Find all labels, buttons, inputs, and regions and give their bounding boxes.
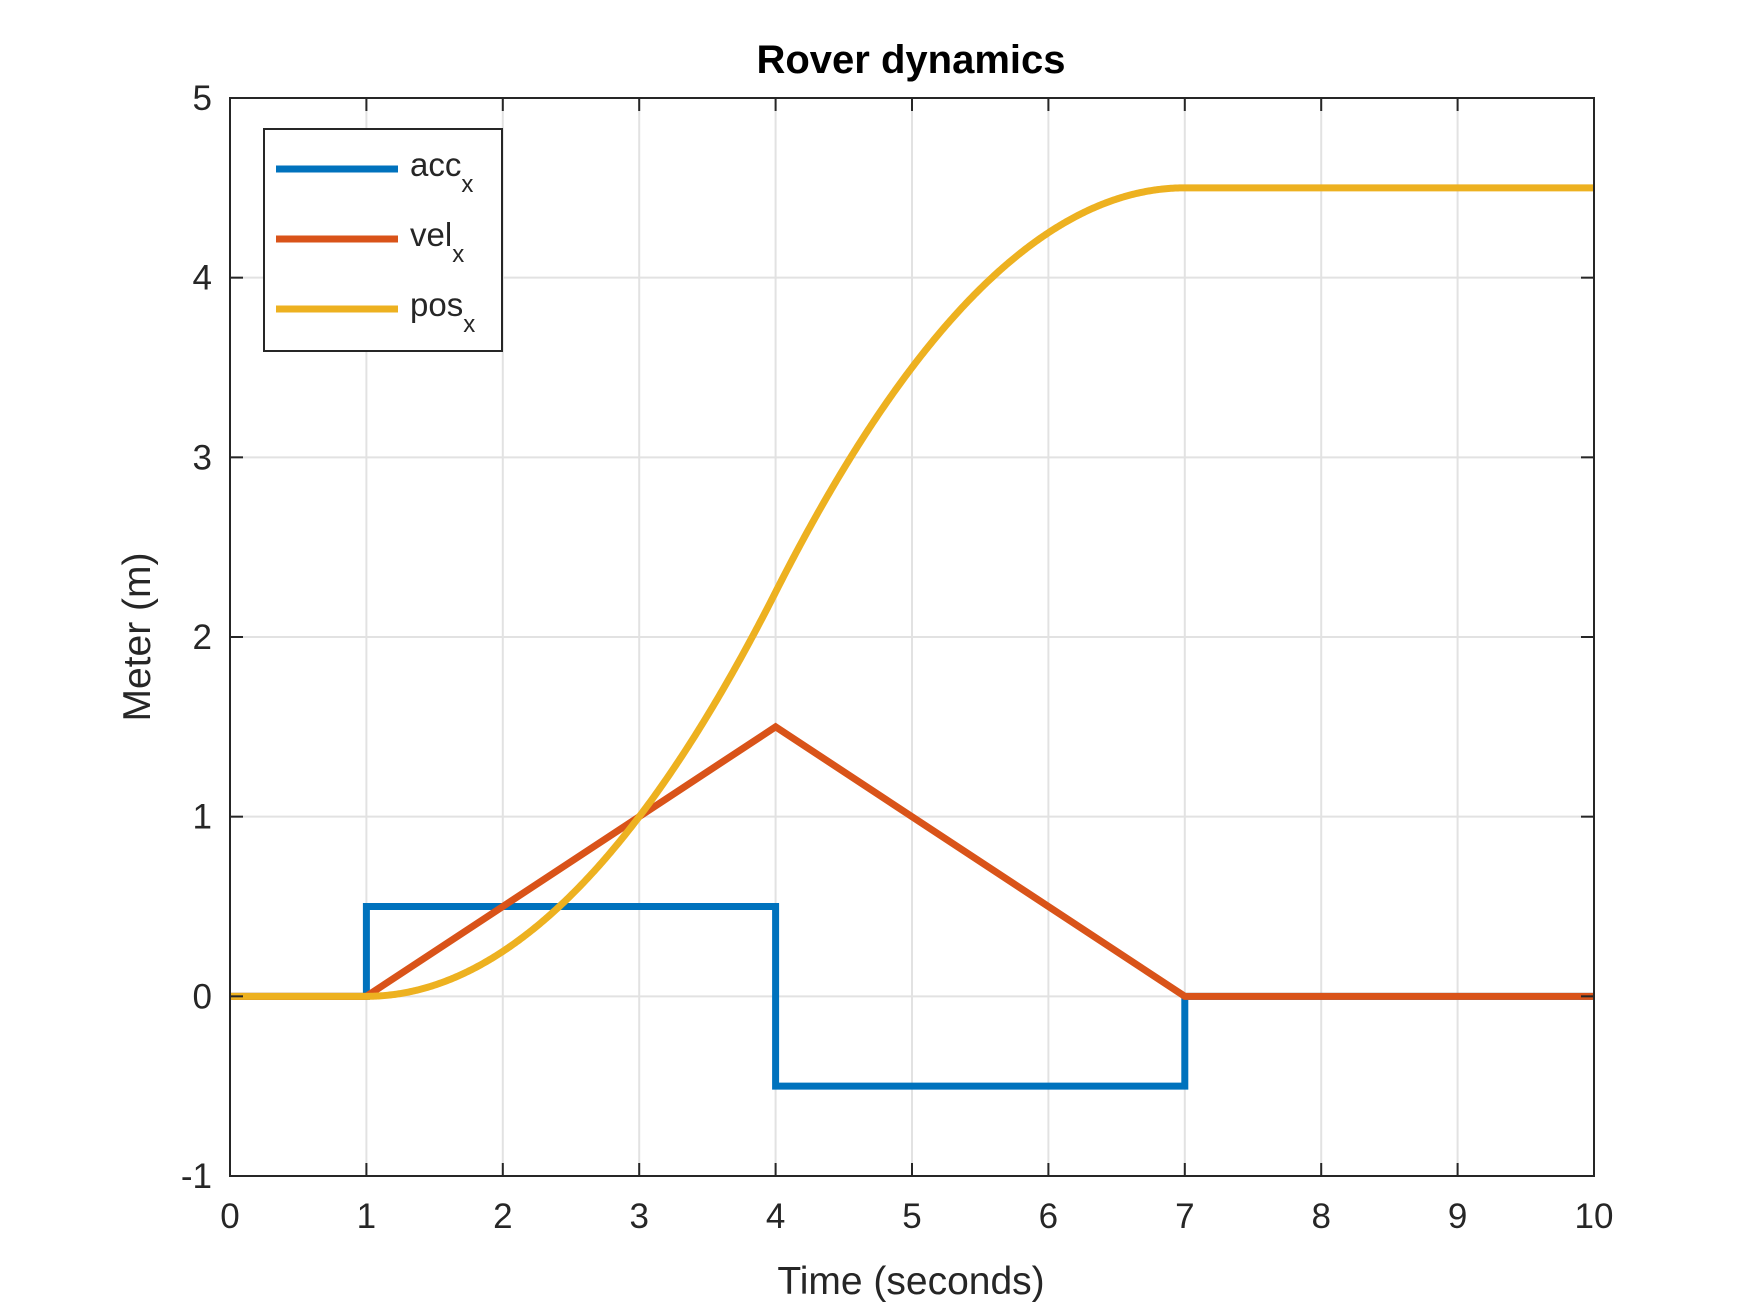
legend-entry-acc: accx <box>410 146 473 198</box>
x-tick-label: 10 <box>1575 1197 1614 1236</box>
legend-entry-vel: velx <box>410 216 464 268</box>
x-tick-label: 6 <box>1039 1197 1058 1236</box>
series-line-acc <box>230 903 1594 1090</box>
legend-label: acc <box>410 146 461 183</box>
y-tick-label: -1 <box>181 1157 212 1196</box>
x-tick-label: 5 <box>902 1197 921 1236</box>
y-tick-label: 2 <box>193 618 212 657</box>
ticks <box>229 97 1595 1177</box>
x-tick-label: 8 <box>1311 1197 1330 1236</box>
legend-subscript: x <box>463 311 475 338</box>
series-layer <box>230 184 1594 1090</box>
x-tick-label: 0 <box>220 1197 239 1236</box>
legend-label: pos <box>410 286 463 323</box>
y-tick-label: 4 <box>193 259 212 298</box>
x-tick-label: 4 <box>766 1197 785 1236</box>
y-tick-label: 5 <box>193 79 212 118</box>
y-tick-label: 1 <box>193 798 212 837</box>
x-tick-label: 9 <box>1448 1197 1467 1236</box>
x-axis-label: Time (seconds) <box>777 1260 1044 1303</box>
y-axis-label: Meter (m) <box>116 553 159 722</box>
x-tick-label: 3 <box>629 1197 648 1236</box>
legend-subscript: x <box>461 171 473 198</box>
legend-label: vel <box>410 216 452 253</box>
x-tick-label: 2 <box>493 1197 512 1236</box>
legend-entry-pos: posx <box>410 286 475 338</box>
x-tick-label: 7 <box>1175 1197 1194 1236</box>
series-line-pos <box>230 184 1594 1000</box>
y-tick-label: 0 <box>193 977 212 1016</box>
chart-title: Rover dynamics <box>756 38 1065 82</box>
x-tick-label: 1 <box>357 1197 376 1236</box>
y-tick-label: 3 <box>193 438 212 477</box>
legend-subscript: x <box>452 241 464 268</box>
